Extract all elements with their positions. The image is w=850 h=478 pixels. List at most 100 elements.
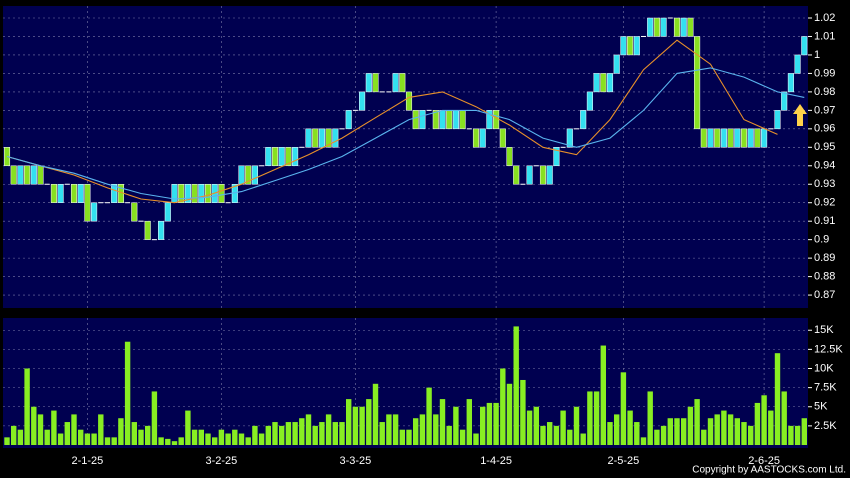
volume-bar: [453, 406, 459, 445]
volume-bar: [352, 406, 359, 445]
candle: [781, 91, 788, 111]
volume-bar: [547, 422, 553, 445]
volume-bar: [292, 422, 298, 445]
candle: [506, 147, 513, 167]
volume-bar: [84, 433, 91, 445]
y-tick-label: 0.99: [814, 67, 835, 79]
candle: [432, 110, 439, 130]
candle: [546, 165, 553, 185]
volume-bar: [98, 414, 104, 445]
volume-bar: [614, 414, 620, 445]
candle: [653, 17, 660, 37]
volume-bar: [145, 425, 151, 445]
volume-bar: [533, 406, 539, 445]
volume-bar: [131, 422, 137, 445]
volume-bar: [57, 433, 64, 445]
moving-average-line: [6, 67, 805, 200]
volume-bar: [218, 429, 225, 445]
candle: [91, 202, 98, 222]
volume-bar: [667, 418, 673, 445]
candle: [600, 73, 607, 93]
volume-bar: [486, 402, 493, 445]
candle: [472, 128, 480, 148]
volume-bar: [660, 425, 667, 445]
volume-bar: [366, 399, 372, 445]
candle: [761, 128, 768, 148]
candle: [392, 73, 399, 93]
volume-bar: [17, 429, 24, 445]
volume-bar: [312, 425, 318, 445]
volume-bar: [104, 437, 111, 445]
candle: [345, 110, 352, 130]
volume-bar: [305, 414, 312, 445]
candle: [714, 128, 721, 148]
candle: [553, 147, 560, 167]
volume-bar: [587, 391, 593, 445]
volume-bar: [11, 425, 17, 445]
candle: [238, 165, 245, 185]
candle: [446, 110, 453, 130]
volume-bar: [714, 414, 720, 445]
candle: [499, 128, 506, 148]
volume-bar: [24, 368, 30, 445]
candle: [24, 165, 31, 185]
candle: [660, 17, 667, 37]
candle: [70, 183, 78, 203]
candle: [740, 128, 748, 148]
volume-bar: [687, 406, 694, 445]
candle: [439, 110, 446, 130]
volume-bar: [627, 410, 633, 445]
candle: [627, 36, 634, 56]
candle: [526, 165, 533, 185]
moving-average-line: [6, 39, 778, 204]
volume-bar: [567, 429, 573, 445]
volume-bar: [158, 437, 164, 445]
candle: [694, 36, 701, 130]
candle: [292, 147, 299, 167]
candle: [359, 91, 366, 111]
candle: [184, 183, 191, 203]
volume-bar: [500, 368, 506, 445]
volume-bar: [171, 441, 178, 445]
volume-bar: [768, 410, 774, 445]
candle: [452, 110, 459, 130]
volume-bar: [51, 410, 57, 445]
candle: [271, 147, 279, 167]
volume-bar: [37, 414, 44, 445]
candle: [794, 54, 801, 74]
volume-bar: [727, 414, 734, 445]
y-tick-label: 0.95: [814, 141, 835, 153]
y-tick-label: 0.98: [814, 86, 835, 98]
y-tick-label: 1: [814, 49, 820, 61]
candle: [754, 128, 761, 148]
volume-bar: [788, 425, 794, 445]
volume-bar: [560, 410, 566, 445]
volume-bar: [607, 422, 613, 445]
candle: [633, 36, 640, 56]
volume-bar: [419, 414, 426, 445]
volume-bar: [359, 406, 365, 445]
volume-bar: [694, 399, 700, 445]
y-tick-label: 0.97: [814, 104, 835, 116]
volume-bar: [205, 433, 211, 445]
candle: [513, 165, 520, 185]
volume-bar: [118, 418, 124, 445]
candle: [57, 183, 64, 203]
volume-bar: [520, 379, 526, 445]
volume-bar: [185, 410, 191, 445]
volume-bar: [748, 425, 754, 445]
volume-bar: [580, 433, 586, 445]
y-tick-label: 12.5K: [814, 343, 843, 355]
volume-bar: [761, 395, 767, 445]
candle: [251, 165, 258, 185]
candle: [405, 91, 413, 111]
volume-bar: [225, 433, 231, 445]
volume-bar: [540, 425, 546, 445]
candle: [164, 202, 171, 222]
candle: [265, 147, 272, 167]
volume-bar: [473, 433, 479, 445]
y-tick-label: 0.87: [814, 289, 835, 301]
volume-bar: [406, 429, 412, 445]
plot-layer: 0.87 0.88 0.89 0.9 0.91 0.92 0.93 0.94 0.95 0.96 0…: [3, 6, 843, 467]
volume-bar: [506, 383, 513, 445]
